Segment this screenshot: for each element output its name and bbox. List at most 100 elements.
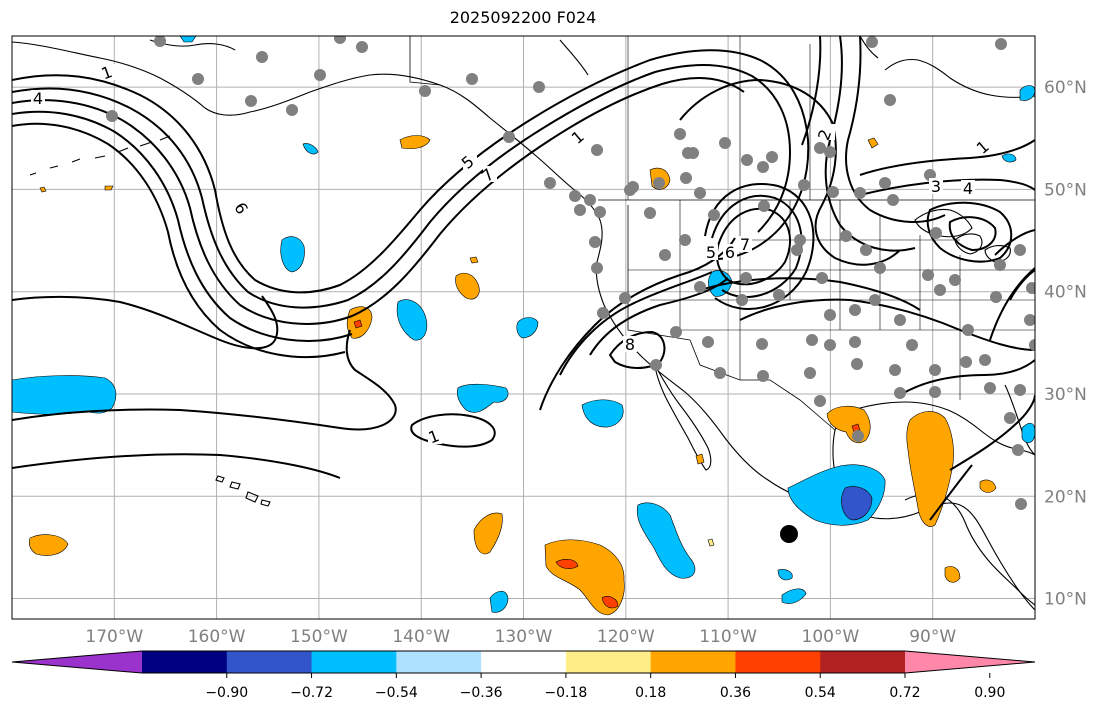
lon-tick-label: 100°W (802, 627, 860, 647)
colorbar-segment (565, 651, 652, 673)
contour-label-bg (738, 236, 752, 252)
station-dot (245, 95, 257, 107)
station-dot (356, 41, 368, 53)
station-dot (995, 38, 1007, 50)
station-dot (756, 338, 768, 350)
lat-tick-label: 60°N (1044, 78, 1087, 98)
station-dot (1012, 444, 1024, 456)
colorbar-segment (650, 651, 736, 673)
colorbar-segment (481, 651, 567, 673)
station-dot (680, 172, 692, 184)
colorbar-tick-label: 0.90 (974, 685, 1005, 701)
contour-label-bg (573, 128, 587, 144)
station-dot (869, 294, 881, 306)
station-dot (286, 104, 298, 116)
colorbar-segment (311, 651, 397, 673)
map-title: 2025092200 F024 (449, 8, 597, 27)
station-dot (192, 73, 204, 85)
station-dot (687, 147, 699, 159)
station-dot (757, 161, 769, 173)
contour-label-bg (961, 180, 975, 196)
contour-label-bg (428, 428, 442, 444)
contour-label-bg (978, 138, 992, 154)
station-dot (591, 144, 603, 156)
station-dot (1014, 384, 1026, 396)
colorbar-extend-left (12, 651, 142, 673)
station-dot (1024, 314, 1035, 326)
station-dots (106, 36, 1035, 510)
colorbar-tick-label: −0.36 (460, 685, 503, 701)
colorbar-tick-label: −0.54 (375, 685, 418, 701)
station-dot (824, 339, 836, 351)
station-dot (794, 234, 806, 246)
station-dot (659, 249, 671, 261)
colorbar-tick-label: 0.54 (805, 685, 836, 701)
contour-label-bg (623, 336, 637, 352)
contour-lines (12, 36, 1035, 521)
anomaly-shading (12, 36, 1035, 616)
station-dot (591, 262, 603, 274)
station-dot (674, 128, 686, 140)
station-dot (619, 292, 631, 304)
colorbar-segment (735, 651, 821, 673)
station-dot (650, 359, 662, 371)
station-dot (714, 367, 726, 379)
contour-label-bg (821, 124, 835, 140)
station-dot (679, 234, 691, 246)
station-dot (814, 395, 826, 407)
station-dot (597, 307, 609, 319)
contour-label-bg (231, 198, 245, 214)
colorbar-tick-label: 0.72 (889, 685, 920, 701)
station-dot (866, 36, 878, 48)
colorbar: −0.90 −0.72 −0.54 −0.36 −0.18 0.18 0.36 0.54 0.7… (11, 650, 1036, 701)
lon-tick-label: 90°W (909, 627, 956, 647)
station-dot (849, 304, 861, 316)
station-dot (503, 131, 515, 143)
station-dot (874, 262, 886, 274)
contour-label-bg (101, 64, 115, 80)
station-dot (314, 69, 326, 81)
lon-tick-label: 150°W (290, 627, 348, 647)
station-dot (574, 204, 586, 216)
station-dot (1026, 282, 1035, 294)
station-dot (569, 190, 581, 202)
station-dot (766, 151, 778, 163)
black-dot-marker (780, 525, 798, 543)
station-dot (1004, 412, 1016, 424)
station-dot (589, 236, 601, 248)
contour-label: 3 (931, 177, 941, 196)
station-dot (1014, 244, 1026, 256)
station-dot (1015, 498, 1027, 510)
contour-label-bg (31, 90, 45, 106)
colorbar-tick-label: −0.18 (544, 685, 587, 701)
contour-label-bg (723, 244, 737, 260)
station-dot (816, 272, 828, 284)
lat-tick-label: 40°N (1044, 283, 1087, 303)
contour-label-bg (929, 178, 943, 194)
station-dot (670, 326, 682, 338)
station-dot (719, 137, 731, 149)
station-dot (854, 187, 866, 199)
station-dot (644, 207, 656, 219)
contour-label: 4 (33, 89, 43, 108)
station-dot (694, 281, 706, 293)
station-dot (624, 184, 636, 196)
lon-tick-label: 120°W (597, 627, 655, 647)
station-dot (154, 36, 166, 47)
station-dot (736, 294, 748, 306)
station-dot (791, 244, 803, 256)
station-dot (544, 177, 556, 189)
station-dot (984, 382, 996, 394)
colorbar-extend-right (905, 651, 1035, 673)
station-dot (708, 209, 720, 221)
contour-label: 6 (725, 243, 735, 262)
contour-label: 8 (625, 335, 635, 354)
station-dot (906, 339, 918, 351)
latitude-labels: 60°N 50°N 40°N 30°N 20°N 10°N (1044, 78, 1087, 609)
station-dot (740, 272, 752, 284)
colorbar-tick-label: −0.90 (205, 685, 248, 701)
station-dot (758, 200, 770, 212)
station-dot (990, 291, 1002, 303)
